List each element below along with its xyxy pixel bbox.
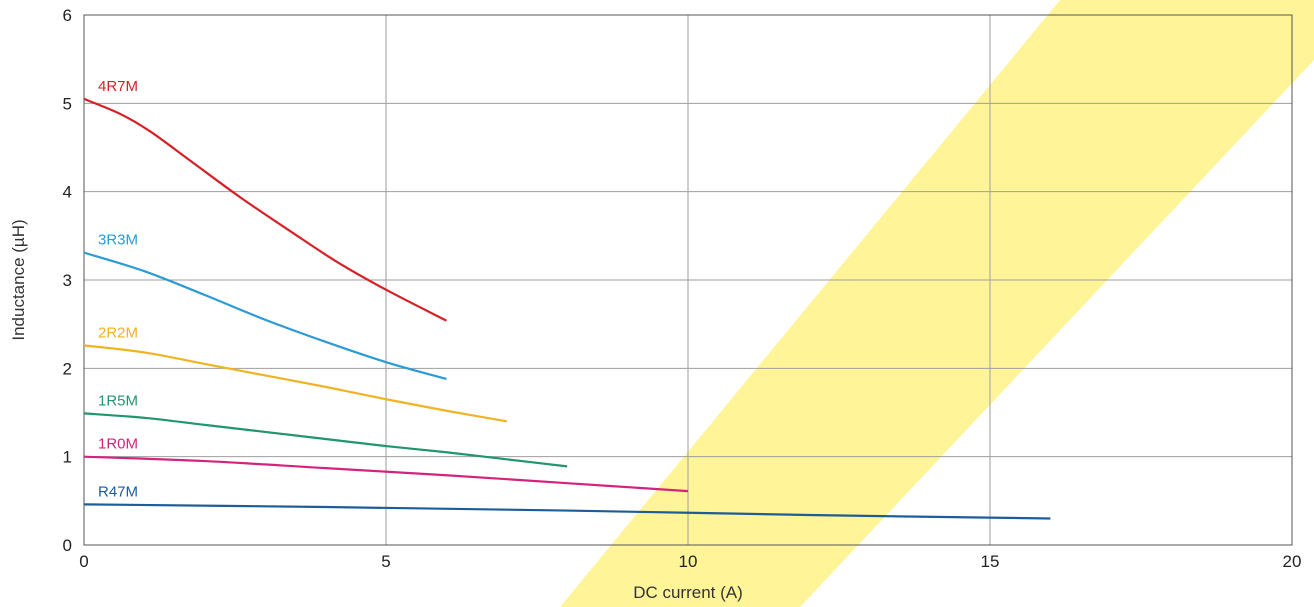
x-tick-label: 10 [679, 552, 698, 571]
series-3r3m: 3R3M [83, 232, 447, 380]
series-line-1r0m [83, 455, 689, 493]
tick-labels: 0 5 10 15 20 0 1 2 3 4 5 6 [63, 6, 1302, 571]
y-tick-label: 0 [63, 536, 72, 555]
x-tick-label: 5 [381, 552, 390, 571]
series-label-1r5m: 1R5M [98, 392, 138, 409]
series-4r7m: 4R7M [83, 78, 447, 322]
series-line-r47m [83, 503, 1051, 520]
x-axis-title: DC current (A) [633, 583, 743, 602]
series-line-1r5m [83, 412, 568, 468]
y-axis-title: Inductance (µH) [9, 219, 28, 340]
series-line-3r3m [83, 251, 447, 380]
y-tick-label: 6 [63, 6, 72, 25]
series-label-r47m: R47M [98, 483, 138, 500]
y-tick-label: 1 [63, 448, 72, 467]
series-layer: 4R7M 3R3M 2R2M 1R5M 1R0M R47M [83, 78, 1051, 520]
series-2r2m: 2R2M [83, 324, 507, 423]
series-1r5m: 1R5M [83, 392, 568, 468]
series-label-3r3m: 3R3M [98, 232, 138, 249]
plot-frame [83, 14, 1293, 546]
x-tick-label: 15 [981, 552, 1000, 571]
y-tick-label: 2 [63, 359, 72, 378]
watermark-stripe [560, 0, 1314, 607]
y-tick-label: 3 [63, 271, 72, 290]
series-1r0m: 1R0M [83, 436, 689, 493]
series-line-4r7m [83, 97, 447, 322]
series-r47m: R47M [83, 483, 1051, 520]
watermark-band [560, 0, 1314, 607]
series-line-2r2m [83, 344, 507, 423]
y-tick-label: 4 [63, 183, 72, 202]
series-label-1r0m: 1R0M [98, 436, 138, 453]
series-label-2r2m: 2R2M [98, 324, 138, 341]
series-label-4r7m: 4R7M [98, 78, 138, 95]
x-tick-label: 20 [1283, 552, 1302, 571]
y-tick-label: 5 [63, 94, 72, 113]
x-tick-label: 0 [79, 552, 88, 571]
